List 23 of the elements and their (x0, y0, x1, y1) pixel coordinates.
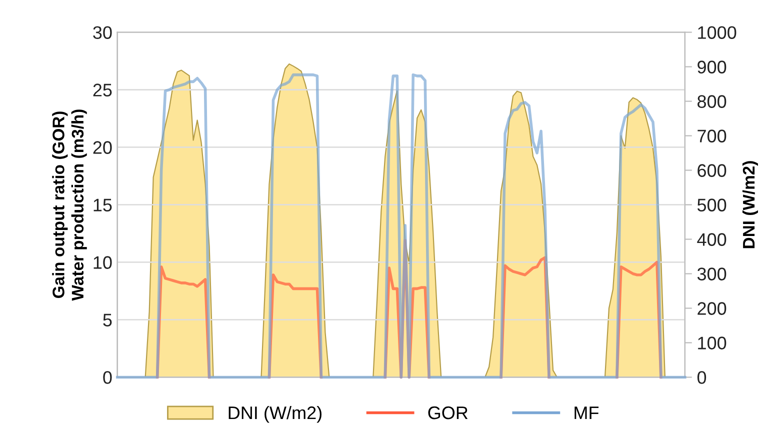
y-tick-label: 10 (94, 256, 112, 269)
y-axis-title: Gain output ratio (GOR) Water production (m3/h) (52, 110, 87, 301)
y2-axis-title: DNI (W/m2) (742, 161, 758, 248)
legend-label: GOR (428, 406, 468, 420)
y2-tick-label: 700 (698, 130, 726, 142)
y2-tick-label: 500 (697, 198, 726, 212)
y2-tick-label: 100 (698, 336, 726, 350)
y-tick-label: 15 (94, 198, 112, 212)
y2-tick-label: 900 (698, 60, 726, 74)
y-tick-label: 20 (93, 141, 112, 154)
y-tick-label: 5 (103, 314, 112, 326)
y-tick-label: 0 (103, 371, 112, 384)
y2-tick-label: 0 (697, 371, 706, 384)
y-tick-label: 30 (93, 26, 112, 39)
y2-tick-label: 400 (697, 233, 726, 246)
y2-tick-label: 200 (698, 302, 726, 315)
y2-tick-label: 800 (698, 95, 726, 108)
legend-label: DNI (W/m2) (228, 406, 322, 423)
y2-tick-label: 1000 (698, 26, 736, 39)
legend-label: MF (574, 406, 599, 420)
y2-tick-label: 300 (697, 268, 726, 280)
y2-tick-label: 600 (698, 164, 726, 177)
y-tick-label: 25 (93, 84, 112, 96)
